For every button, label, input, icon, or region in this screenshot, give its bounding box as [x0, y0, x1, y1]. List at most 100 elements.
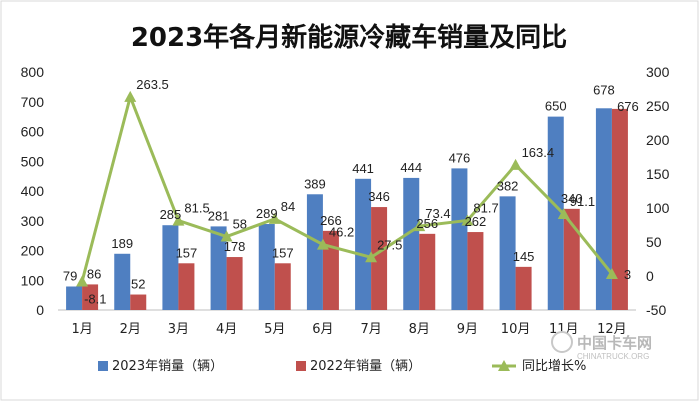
bar-2022	[178, 263, 195, 310]
growth-label: 3	[624, 267, 631, 282]
bar-2022	[611, 108, 628, 310]
growth-label: 81.7	[473, 200, 498, 215]
legend: 2023年销量（辆） 2022年销量（辆） 同比增长%	[98, 359, 586, 374]
bar-2023	[66, 286, 83, 310]
bar-2023-label: 441	[352, 161, 374, 176]
bar-2023	[451, 168, 468, 310]
category-label: 1月	[71, 322, 92, 337]
bar-2022	[322, 230, 339, 310]
growth-label: 263.5	[136, 77, 169, 92]
left-axis-tick-label: 400	[21, 183, 45, 199]
category-label: 4月	[216, 322, 237, 337]
bar-2022	[130, 294, 147, 310]
right-axis-tick-label: 200	[646, 132, 670, 148]
bar-2022-label: 157	[272, 245, 294, 260]
growth-label: 46.2	[329, 225, 354, 240]
bar-2023-label: 189	[111, 236, 133, 251]
bar-2023	[403, 177, 420, 310]
left-axis-tick-label: 0	[36, 302, 44, 318]
bar-2023-label: 476	[449, 150, 471, 165]
bar-2023-label: 289	[256, 206, 278, 221]
bar-2023-label: 285	[160, 207, 182, 222]
bar-2022-label: 145	[513, 249, 535, 264]
right-axis-tick-label: 0	[646, 268, 654, 284]
growth-label: -8.1	[84, 292, 106, 307]
category-label: 11月	[549, 322, 579, 337]
category-label: 6月	[312, 322, 333, 337]
bar-2022	[419, 233, 436, 310]
left-axis-tick-label: 700	[21, 94, 45, 110]
right-axis: -50 0 50 100 150 200 250 300	[646, 64, 670, 318]
left-axis-tick-label: 100	[21, 272, 45, 288]
bar-2023-label: 650	[545, 99, 567, 114]
growth-label: 84	[281, 199, 295, 214]
bar-series	[66, 108, 628, 310]
growth-label: 91.1	[570, 194, 595, 209]
growth-marker	[172, 214, 185, 226]
bar-2023-label: 389	[304, 176, 326, 191]
growth-marker	[413, 220, 426, 232]
right-axis-tick-label: -50	[646, 302, 666, 318]
bar-2022-label: 256	[416, 216, 438, 231]
bar-2022-label: 157	[176, 245, 198, 260]
bar-2022-label: 178	[224, 239, 246, 254]
left-axis: 0 100 200 300 400 500 600 700 800	[21, 64, 45, 318]
category-label: 2月	[120, 322, 141, 337]
data-labels: 79 189 285 281 289 389 441 444 476 382 650 678 86 52 1…	[63, 77, 639, 307]
bar-2022	[274, 263, 291, 310]
watermark: 中国卡车网 CHINATRUCK.ORG	[551, 331, 652, 361]
bar-2022-label: 52	[131, 277, 145, 292]
bar-2023	[595, 108, 612, 310]
bar-2022	[563, 208, 580, 310]
watermark-logo-icon	[551, 331, 573, 353]
growth-label: 73.4	[425, 206, 450, 221]
bar-2023-label: 79	[63, 268, 77, 283]
growth-marker	[76, 275, 89, 287]
bar-2023	[258, 224, 275, 310]
category-label: 5月	[264, 322, 285, 337]
legend-marker	[498, 360, 510, 371]
right-axis-tick-label: 300	[646, 64, 670, 80]
bar-2023-label: 444	[400, 160, 422, 175]
growth-marker	[124, 90, 137, 102]
growth-marker	[461, 214, 474, 226]
left-axis-tick-label: 200	[21, 243, 45, 259]
chart-title: 2023年各月新能源冷藏车销量及同比	[131, 22, 567, 53]
right-axis-tick-label: 50	[646, 234, 662, 250]
legend-label: 2022年销量（辆）	[310, 359, 421, 374]
bar-2023-label: 678	[593, 82, 615, 97]
category-label: 8月	[409, 322, 430, 337]
bar-2022	[467, 232, 484, 310]
bar-2022-label: 340	[561, 191, 583, 206]
category-label: 7月	[360, 322, 381, 337]
bar-2022-label: 262	[465, 214, 487, 229]
bar-2023	[162, 225, 179, 310]
right-axis-tick-label: 150	[646, 166, 670, 182]
growth-marker	[220, 230, 233, 242]
category-label: 12月	[597, 322, 627, 337]
legend-swatch	[98, 361, 108, 371]
bar-2023	[499, 196, 516, 310]
category-label: 3月	[168, 322, 189, 337]
right-axis-tick-label: 100	[646, 200, 670, 216]
watermark-subtext: CHINATRUCK.ORG	[577, 352, 649, 361]
bar-2022-label: 676	[617, 99, 639, 114]
left-axis-tick-label: 500	[21, 153, 45, 169]
bar-2022-label: 86	[87, 266, 101, 281]
line-series	[76, 90, 618, 287]
growth-label: 58	[233, 217, 247, 232]
growth-marker	[268, 212, 281, 224]
growth-marker	[605, 267, 618, 279]
bar-2023	[306, 194, 323, 310]
left-axis-tick-label: 300	[21, 213, 45, 229]
right-axis-tick-label: 250	[646, 98, 670, 114]
growth-marker	[316, 238, 329, 250]
bar-2023	[547, 116, 564, 310]
bar-2022-label: 346	[368, 189, 390, 204]
bar-2023-label: 382	[497, 178, 519, 193]
growth-marker	[509, 158, 522, 170]
bar-2022	[226, 257, 243, 310]
growth-marker	[365, 251, 378, 263]
